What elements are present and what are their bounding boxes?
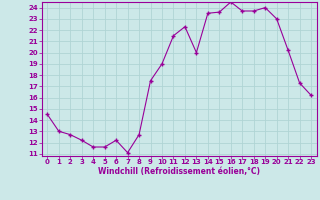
X-axis label: Windchill (Refroidissement éolien,°C): Windchill (Refroidissement éolien,°C): [98, 167, 260, 176]
